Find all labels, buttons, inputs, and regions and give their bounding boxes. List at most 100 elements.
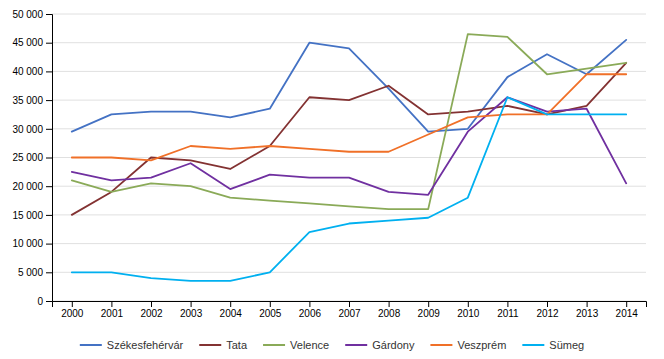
y-tick: 0 [37, 296, 52, 307]
x-tick: 2012 [536, 301, 559, 319]
tick-mark [230, 301, 231, 307]
y-tick: 10 000 [12, 238, 52, 249]
legend: Székesfehérvár Tata Velence Gárdony Veszprém… [80, 339, 584, 351]
tick-label: 2012 [536, 308, 559, 319]
legend-item: Gárdony [345, 339, 415, 351]
legend-swatch [522, 344, 544, 346]
axis-line [46, 15, 53, 302]
tick-mark [428, 301, 429, 307]
legend-swatch [345, 344, 367, 346]
grid-line [52, 42, 646, 43]
tick-mark [46, 14, 52, 15]
x-tick: 2005 [259, 301, 282, 319]
tick-mark [191, 301, 192, 307]
legend-swatch [199, 344, 221, 346]
chart: 2000200120022003200420052006200720082009… [0, 0, 664, 359]
tick-label: 10 000 [12, 238, 43, 249]
tick-label: 30 000 [12, 124, 43, 135]
tick-mark [46, 186, 52, 187]
tick-mark [111, 301, 112, 307]
legend-item: Tata [199, 339, 248, 351]
tick-mark [547, 301, 548, 307]
tick-label: 2003 [180, 308, 203, 319]
y-tick: 40 000 [12, 66, 52, 77]
tick-label: 2004 [220, 308, 243, 319]
tick-mark [587, 301, 588, 307]
x-tick: 2004 [220, 301, 243, 319]
tick-mark [46, 158, 52, 159]
tick-mark [46, 43, 52, 44]
legend-item: Székesfehérvár [80, 339, 184, 351]
x-tick: 2000 [61, 301, 84, 319]
tick-mark [46, 129, 52, 130]
axis-line [53, 302, 647, 308]
tick-mark [468, 301, 469, 307]
tick-label: 2010 [457, 308, 480, 319]
plot: 2000200120022003200420052006200720082009… [12, 9, 646, 319]
legend-label: Székesfehérvár [107, 339, 184, 351]
tick-label: 2005 [259, 308, 282, 319]
legend-item: Sümeg [522, 339, 584, 351]
y-tick: 20 000 [12, 181, 52, 192]
grid-line [52, 157, 646, 158]
tick-mark [349, 301, 350, 307]
x-tick: 2014 [616, 301, 639, 319]
tick-label: 2011 [497, 308, 519, 319]
tick-label: 2000 [61, 308, 84, 319]
tick-mark [46, 71, 52, 72]
tick-mark [46, 272, 52, 273]
tick-label: 40 000 [12, 66, 43, 77]
tick-mark [507, 301, 508, 307]
tick-mark [72, 301, 73, 307]
tick-mark [46, 215, 52, 216]
tick-label: 2002 [140, 308, 163, 319]
x-tick: 2008 [378, 301, 401, 319]
tick-label: 15 000 [12, 210, 43, 221]
tick-mark [389, 301, 390, 307]
grid-line [52, 71, 646, 72]
tick-label: 2001 [101, 308, 124, 319]
x-tick: 2013 [576, 301, 599, 319]
legend-label: Velence [290, 339, 329, 351]
tick-label: 2006 [299, 308, 322, 319]
tick-label: 20 000 [12, 181, 43, 192]
x-tick: 2010 [457, 301, 480, 319]
series-line [72, 63, 626, 215]
legend-swatch [430, 344, 452, 346]
legend-item: Veszprém [430, 339, 506, 351]
tick-mark [46, 301, 52, 302]
x-tick: 2001 [101, 301, 124, 319]
x-tick: 2009 [418, 301, 441, 319]
tick-mark [151, 301, 152, 307]
tick-mark [626, 301, 627, 307]
y-tick: 5 000 [18, 267, 52, 278]
tick-label: 50 000 [12, 9, 43, 20]
tick-label: 2008 [378, 308, 401, 319]
tick-label: 35 000 [12, 95, 43, 106]
legend-item: Velence [263, 339, 329, 351]
series-line [72, 40, 626, 132]
y-tick: 45 000 [12, 37, 52, 48]
tick-mark [270, 301, 271, 307]
legend-label: Veszprém [457, 339, 506, 351]
y-axis: 05 00010 00015 00020 00025 00030 00035 0… [12, 9, 52, 307]
x-tick: 2002 [140, 301, 163, 319]
grid-line [52, 214, 646, 215]
tick-label: 5 000 [18, 267, 43, 278]
tick-mark [309, 301, 310, 307]
y-tick: 30 000 [12, 124, 52, 135]
legend-label: Tata [226, 339, 248, 351]
x-tick: 2003 [180, 301, 203, 319]
grid-line [52, 128, 646, 129]
grid-line [52, 272, 646, 273]
legend-swatch [263, 344, 285, 346]
legend-label: Gárdony [372, 339, 415, 351]
tick-label: 2014 [616, 308, 639, 319]
tick-label: 2009 [418, 308, 441, 319]
tick-mark [46, 244, 52, 245]
grid-line [52, 243, 646, 244]
tick-mark [46, 100, 52, 101]
grid-line [52, 14, 646, 15]
tick-label: 0 [37, 296, 43, 307]
legend-label: Sümeg [549, 339, 584, 351]
